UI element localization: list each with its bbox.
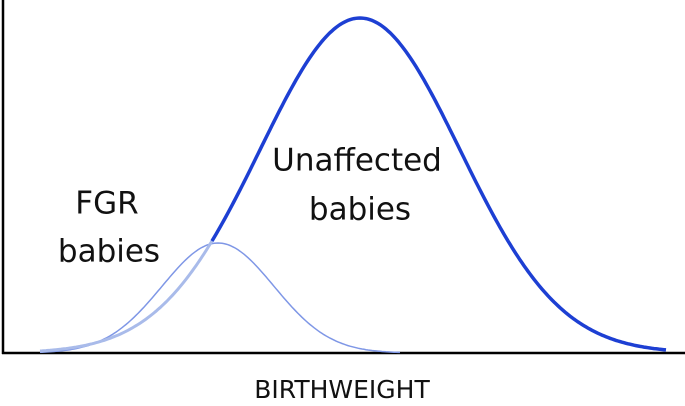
x-axis-label: BIRTHWEIGHT: [254, 375, 430, 404]
fgr-label: babies: [58, 234, 160, 270]
unaffected-label: babies: [309, 192, 411, 228]
unaffected-curve-overlap: [39, 236, 216, 353]
unaffected-curve: [210, 16, 667, 352]
unaffected-label: Unaffected: [272, 143, 442, 179]
fgr-label: FGR: [75, 186, 138, 222]
